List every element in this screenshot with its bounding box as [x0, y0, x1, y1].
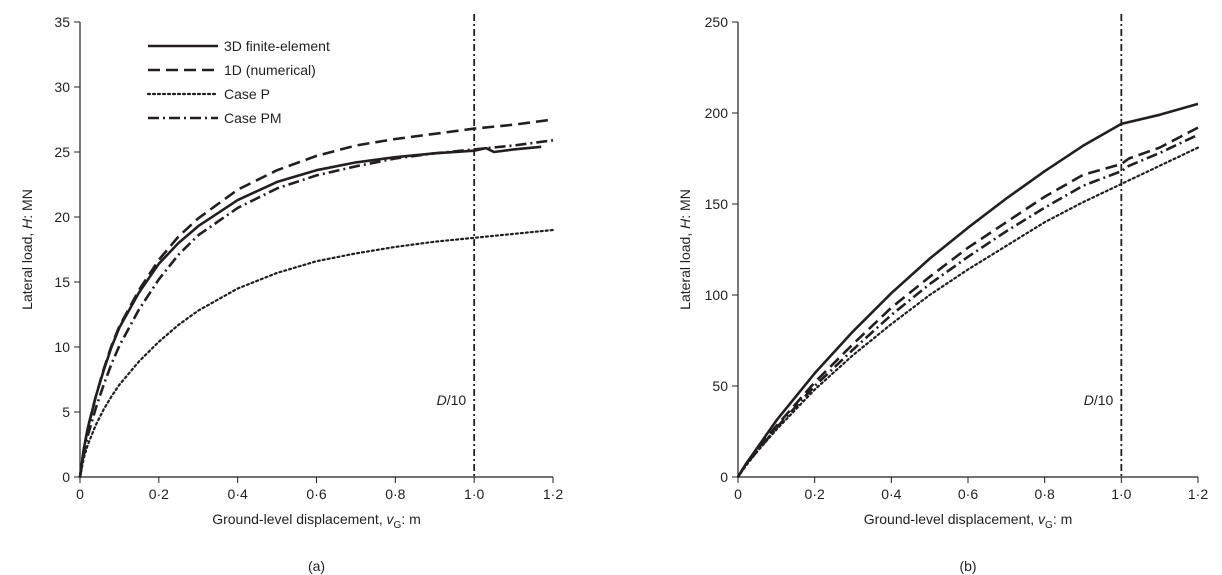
x-tick-label: 0·4 [881, 486, 901, 502]
x-tick-label: 0·6 [958, 486, 978, 502]
x-tick-label: 0 [734, 486, 742, 502]
legend: 3D finite-element 1D (numerical) Case P Cas… [146, 38, 330, 126]
y-tick-label: 25 [54, 144, 70, 160]
series-line-solid [736, 102, 1199, 478]
y-tick-label: 200 [705, 105, 729, 121]
y-tick-label: 50 [712, 378, 728, 394]
series-line-solid [78, 145, 542, 478]
x-axis-label: Ground-level displacement, vG: m [864, 511, 1073, 531]
legend-label: Case P [224, 86, 270, 102]
reference-line-label: D/10 [437, 392, 467, 408]
x-tick-label: 0·6 [306, 486, 326, 502]
x-axis-label: Ground-level displacement, vG: m [212, 511, 421, 531]
legend-label: 1D (numerical) [224, 62, 316, 78]
y-tick-label: 5 [62, 404, 70, 420]
y-tick-label: 0 [62, 469, 70, 485]
legend-label: 3D finite-element [224, 38, 330, 54]
panel-b: 0 0·2 0·4 0·6 0·8 1·0 1·2 0 50 100 150 200 250 Ground… [677, 14, 1208, 574]
y-tick-label: 35 [54, 14, 70, 30]
series-line-dashed [78, 118, 554, 478]
x-tick-label: 1·0 [1111, 486, 1131, 502]
y-tick-label: 10 [54, 339, 70, 355]
series-line-dashed [736, 126, 1199, 478]
x-tick-label: 0 [76, 486, 84, 502]
x-tick-label: 0·8 [385, 486, 405, 502]
panel-label: (b) [959, 558, 976, 574]
series-line-dashdot [78, 139, 554, 478]
y-axis-label: Lateral load, H: MN [19, 189, 35, 310]
x-tick-label: 1·0 [464, 486, 484, 502]
y-tick-label: 20 [54, 209, 70, 225]
series-line-dotted [736, 146, 1200, 479]
y-tick-label: 0 [720, 469, 728, 485]
reference-line-label: D/10 [1084, 392, 1114, 408]
y-axis-label: Lateral load, H: MN [677, 189, 693, 310]
x-tick-label: 0·8 [1035, 486, 1055, 502]
panel-a: 0 0·2 0·4 0·6 0·8 1·0 1·2 0 5 10 15 20 25 30 35 Ground-… [19, 14, 563, 574]
x-tick-label: 0·2 [805, 486, 825, 502]
y-tick-label: 15 [54, 274, 70, 290]
x-tick-label: 1·2 [1188, 486, 1208, 502]
y-tick-label: 150 [705, 196, 729, 212]
series-line-dotted [78, 228, 555, 479]
y-tick-label: 30 [54, 79, 70, 95]
x-tick-label: 0·2 [149, 486, 169, 502]
y-tick-label: 250 [705, 14, 729, 30]
x-tick-label: 1·2 [543, 486, 563, 502]
x-tick-label: 0·4 [228, 486, 248, 502]
series-line-dashdot [736, 133, 1199, 478]
legend-label: Case PM [224, 110, 282, 126]
y-tick-label: 100 [705, 287, 729, 303]
panel-label: (a) [308, 558, 325, 574]
